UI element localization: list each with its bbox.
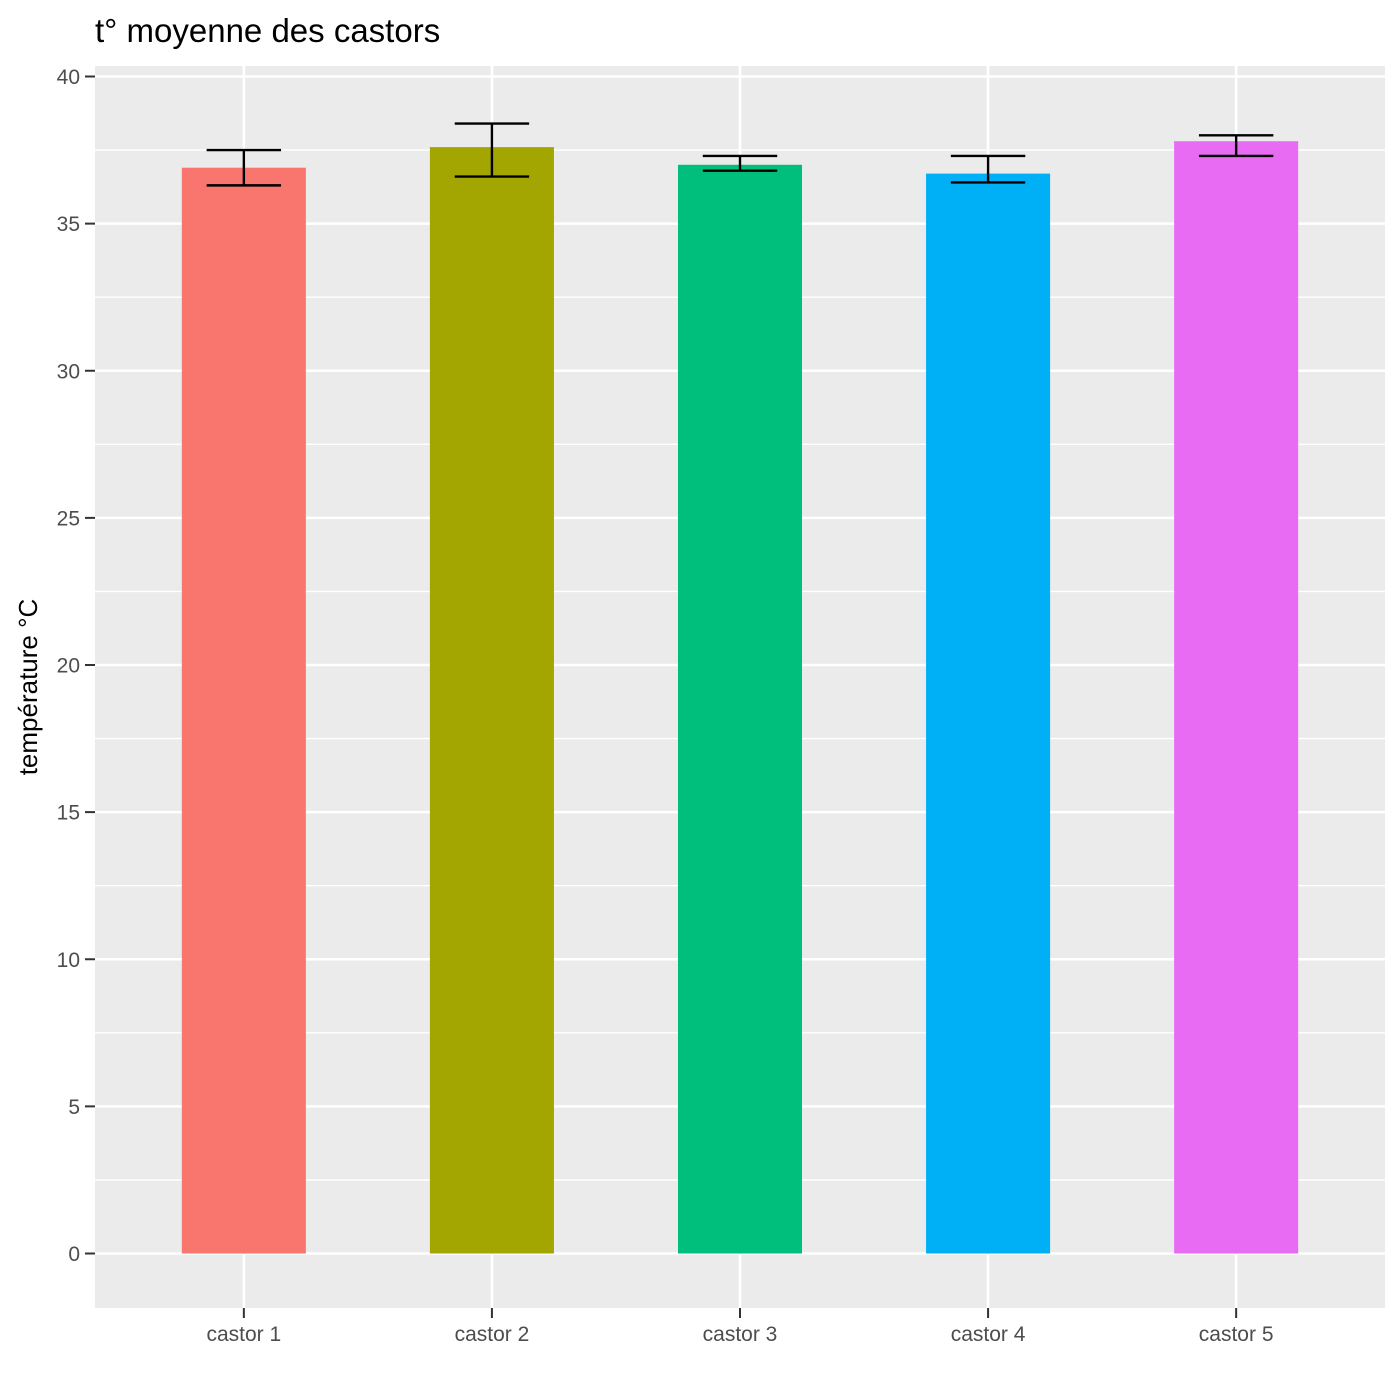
y-axis-label: température °C: [13, 599, 43, 776]
y-tick-label: 5: [68, 1096, 80, 1119]
y-tick-label: 35: [57, 213, 80, 236]
x-tick-label: castor 4: [951, 1323, 1026, 1346]
bar: [429, 147, 554, 1254]
error-bar: [950, 154, 1026, 184]
bar: [926, 173, 1051, 1254]
y-tick-label: 15: [57, 802, 80, 825]
bar: [677, 164, 803, 1254]
y-tick-label: 25: [57, 507, 80, 530]
x-axis: castor 1 castor 2 castor 3 castor 4 castor 5: [206, 1308, 1274, 1346]
error-bar: [1198, 134, 1274, 158]
bar: [1174, 141, 1299, 1254]
bars: [181, 141, 1299, 1254]
x-tick-label: castor 2: [455, 1323, 530, 1346]
bar: [181, 167, 306, 1254]
error-bars: [206, 122, 1274, 187]
error-bar: [454, 122, 530, 178]
y-tick-label: 20: [57, 655, 80, 678]
x-tick-label: castor 3: [703, 1323, 778, 1346]
y-tick-label: 10: [57, 949, 80, 972]
x-tick-label: castor 1: [206, 1323, 281, 1346]
y-axis: 0 5 10 15 20 25 30 35 40: [57, 66, 95, 1266]
chart-title: t° moyenne des castors: [95, 12, 440, 49]
y-tick-label: 0: [68, 1243, 80, 1266]
y-tick-label: 30: [57, 360, 80, 383]
error-bar: [206, 148, 282, 187]
error-bar: [702, 154, 778, 172]
y-tick-label: 40: [57, 66, 80, 89]
x-tick-label: castor 5: [1199, 1323, 1274, 1346]
